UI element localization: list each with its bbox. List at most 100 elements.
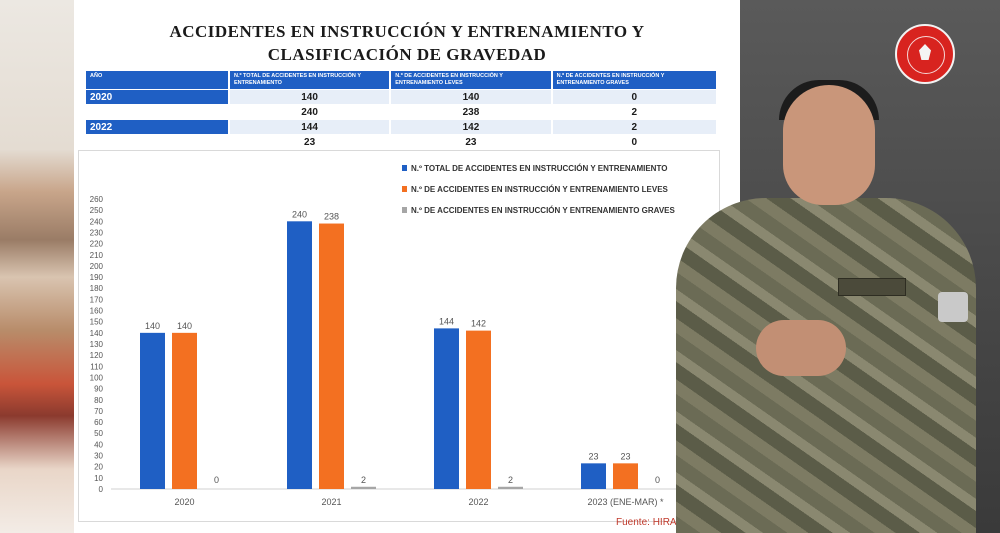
row-year: 2020 (86, 90, 228, 104)
y-tick-label: 130 (90, 340, 104, 349)
data-label: 2 (361, 475, 366, 485)
y-tick-label: 190 (90, 273, 104, 282)
y-tick-label: 210 (90, 251, 104, 260)
y-tick-label: 260 (90, 195, 104, 204)
y-tick-label: 120 (90, 351, 104, 360)
row-leves: 238 (391, 105, 551, 119)
y-tick-label: 50 (94, 429, 103, 438)
y-tick-label: 150 (90, 318, 104, 327)
data-label: 23 (620, 451, 630, 461)
shoulder-flag-patch (938, 292, 968, 322)
x-tick-label: 2022 (468, 497, 488, 507)
y-tick-label: 100 (90, 373, 104, 382)
row-total: 140 (230, 90, 390, 104)
legend-label: N.º DE ACCIDENTES EN INSTRUCCIÓN Y ENTRE… (411, 206, 676, 215)
row-year: 2021 (86, 105, 228, 119)
bar-total (140, 332, 165, 489)
slide-title-line-1: ACCIDENTES EN INSTRUCCIÓN Y ENTRENAMIENT… (169, 22, 645, 41)
bar-graves (351, 486, 376, 489)
table-row: 2022 144 142 2 (86, 120, 716, 134)
emblem-ring (907, 36, 945, 74)
army-emblem (895, 24, 955, 84)
bar-total (434, 328, 459, 489)
y-tick-label: 230 (90, 228, 104, 237)
slide-title: ACCIDENTES EN INSTRUCCIÓN Y ENTRENAMIENT… (74, 20, 740, 66)
row-year: 2023 (ENE-MAR) * (86, 135, 228, 149)
header-graves: N.º DE ACCIDENTES EN INSTRUCCIÓN Y ENTRE… (552, 71, 716, 89)
data-label: 140 (145, 321, 160, 331)
data-label: 238 (324, 212, 339, 222)
bar-chart-svg: 0102030405060708090100110120130140150160… (90, 164, 699, 507)
y-tick-label: 110 (90, 362, 103, 371)
header-year: AÑO (86, 71, 228, 89)
bar-leves (172, 332, 197, 489)
data-label: 0 (214, 475, 219, 485)
legend-swatch (402, 207, 407, 213)
legend-swatch (402, 186, 407, 192)
legend-label: N.º TOTAL DE ACCIDENTES EN INSTRUCCIÓN Y… (411, 164, 667, 173)
row-graves: 2 (552, 120, 716, 134)
source-note: Fuente: HIRA (616, 517, 677, 528)
data-label: 2 (508, 475, 513, 485)
y-tick-label: 70 (94, 407, 103, 416)
row-year-suffix: * (155, 136, 160, 148)
table-row: 2023 (ENE-MAR) * 23 23 0 (86, 135, 716, 149)
bar-total (581, 463, 606, 489)
row-year-note: (ENE-MAR) (115, 139, 153, 147)
bar-chart: 0 10 20 30 40 50 60 70 80 90 100 110 120 130 140 150 160… (78, 150, 720, 522)
header-leves: N.º DE ACCIDENTES EN INSTRUCCIÓN Y ENTRE… (391, 71, 551, 89)
row-total: 23 (230, 135, 390, 149)
row-year: 2022 (86, 120, 228, 134)
row-graves: 0 (552, 135, 716, 149)
x-tick-label: 2021 (321, 497, 341, 507)
accidents-table: AÑO N.º TOTAL DE ACCIDENTES EN INSTRUCCI… (84, 70, 718, 150)
y-tick-label: 20 (94, 463, 103, 472)
y-tick-label: 0 (99, 485, 104, 494)
bar-total (287, 221, 312, 490)
legend-swatch (402, 165, 407, 171)
y-tick-label: 40 (94, 440, 103, 449)
y-tick-label: 180 (90, 284, 104, 293)
y-tick-label: 160 (90, 307, 104, 316)
y-tick-label: 80 (94, 396, 103, 405)
data-label: 140 (177, 321, 192, 331)
header-total: N.º TOTAL DE ACCIDENTES EN INSTRUCCIÓN Y… (230, 71, 390, 89)
row-graves: 0 (552, 90, 716, 104)
background-photo-strip (0, 0, 74, 533)
data-label: 240 (292, 209, 307, 219)
data-label: 142 (471, 319, 486, 329)
bar-leves (613, 463, 638, 489)
row-graves: 2 (552, 105, 716, 119)
y-tick-label: 140 (90, 329, 104, 338)
y-tick-label: 170 (90, 295, 104, 304)
uniform-name-patch (838, 278, 906, 296)
y-tick-label: 10 (94, 474, 103, 483)
row-leves: 23 (391, 135, 551, 149)
x-tick-label: 2023 (ENE-MAR) * (587, 497, 664, 507)
presenter-head (783, 85, 875, 205)
y-tick-label: 200 (90, 262, 104, 271)
y-tick-label: 30 (94, 452, 103, 461)
y-tick-label: 60 (94, 418, 103, 427)
bar-leves (466, 330, 491, 489)
y-tick-label: 90 (94, 385, 103, 394)
table-row: 2021 240 238 2 (86, 105, 716, 119)
x-tick-label: 2020 (174, 497, 194, 507)
row-leves: 140 (391, 90, 551, 104)
presenter-hands (756, 320, 846, 376)
row-total: 144 (230, 120, 390, 134)
table-row: 2020 140 140 0 (86, 90, 716, 104)
bar-graves (498, 486, 523, 489)
data-label: 144 (439, 316, 454, 326)
bar-leves (319, 223, 344, 489)
table-header-row: AÑO N.º TOTAL DE ACCIDENTES EN INSTRUCCI… (86, 71, 716, 89)
row-leves: 142 (391, 120, 551, 134)
y-tick-label: 220 (90, 240, 104, 249)
data-label: 23 (588, 451, 598, 461)
slide-title-line-2: CLASIFICACIÓN DE GRAVEDAD (267, 45, 547, 64)
y-tick-label: 240 (90, 217, 104, 226)
legend-label: N.º DE ACCIDENTES EN INSTRUCCIÓN Y ENTRE… (411, 185, 669, 194)
data-label: 0 (655, 475, 660, 485)
emblem-crest-icon (919, 44, 931, 60)
row-total: 240 (230, 105, 390, 119)
